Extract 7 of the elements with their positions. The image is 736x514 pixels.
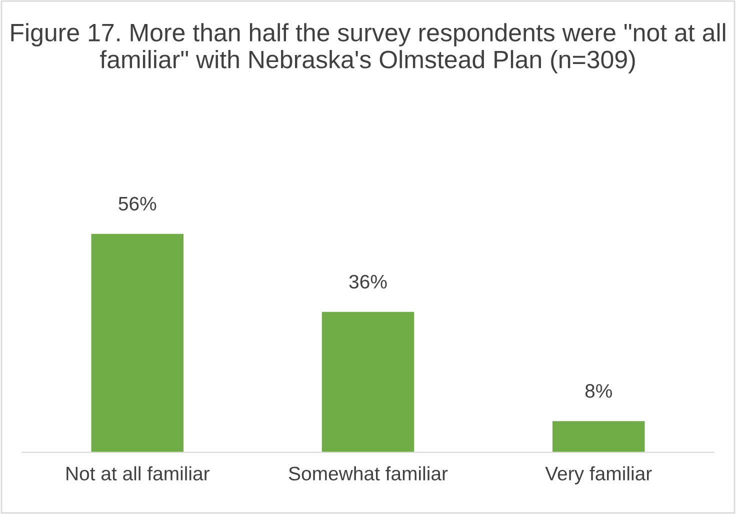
x-tick-label: Somewhat familiar — [288, 466, 448, 480]
data-label: 56% — [118, 196, 156, 211]
data-label: 36% — [349, 274, 387, 289]
chart-title: Figure 17. More than half the survey respondents were "not at all familiar" with Nebraska's Olmstead Plan (n=309) — [11, 23, 726, 74]
x-tick-label: Not at all familiar — [66, 466, 210, 480]
data-label: 8% — [585, 384, 612, 398]
x-tick-label: Very familiar — [545, 466, 652, 484]
